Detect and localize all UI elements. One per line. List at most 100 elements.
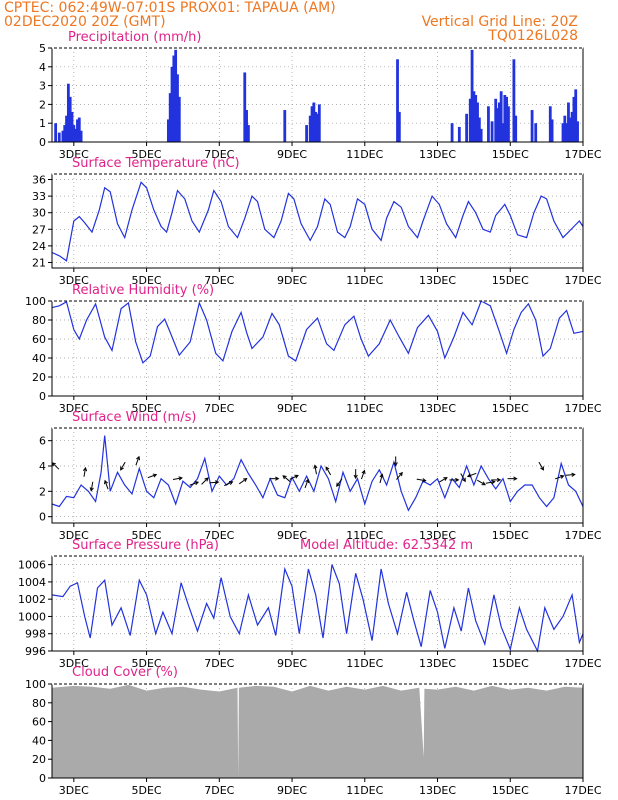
x-tick-label: 9DEC bbox=[277, 529, 307, 542]
wind-arrow-head bbox=[305, 478, 310, 484]
precip-bar bbox=[496, 108, 499, 142]
precip-bar bbox=[468, 98, 472, 142]
x-tick-label: 3DEC bbox=[59, 529, 89, 542]
wind-arrow-head bbox=[178, 476, 183, 481]
precip-bar bbox=[505, 96, 509, 142]
precip-bar bbox=[170, 66, 174, 142]
wind-arrow bbox=[313, 464, 318, 475]
precip-bar bbox=[568, 117, 572, 142]
wind-arrow bbox=[466, 472, 477, 478]
x-tick-label: 9DEC bbox=[277, 274, 307, 287]
y-tick-label: 24 bbox=[32, 240, 46, 253]
y-tick-label: 100 bbox=[25, 295, 46, 308]
precip-bar bbox=[487, 106, 490, 142]
wind-arrow-head bbox=[82, 466, 88, 472]
precip-bar bbox=[479, 128, 483, 142]
wind-arrow-head bbox=[361, 469, 366, 475]
wind-arrow bbox=[449, 477, 460, 483]
y-tick-label: 1004 bbox=[18, 576, 46, 589]
precip-bar bbox=[176, 74, 179, 142]
y-tick-label: 998 bbox=[25, 628, 46, 641]
y-tick-label: 27 bbox=[32, 223, 46, 236]
precip-bar bbox=[494, 98, 498, 142]
wind-arrow-head bbox=[282, 475, 287, 480]
precip-bar bbox=[243, 72, 247, 142]
precip-bar bbox=[174, 49, 178, 142]
precip-bar bbox=[497, 102, 501, 142]
y-tick-label: 21 bbox=[32, 256, 46, 269]
precip-bar bbox=[457, 126, 461, 142]
precip-bar bbox=[474, 95, 478, 142]
wind-arrow-shaft bbox=[147, 474, 157, 479]
wind-arrow-head bbox=[379, 473, 384, 478]
y-tick-label: 1 bbox=[39, 117, 46, 130]
panel-annotation: Model Altitude: 62.5342 m bbox=[300, 538, 473, 553]
wind-arrow-shaft bbox=[90, 481, 94, 491]
wind-arrow-shaft bbox=[201, 477, 209, 485]
precip-bar bbox=[61, 130, 65, 142]
precip-bar bbox=[65, 115, 68, 142]
precip-bar bbox=[470, 49, 474, 142]
precip-bar bbox=[572, 96, 576, 142]
wind-arrow-head bbox=[481, 481, 486, 486]
precip-bar bbox=[530, 110, 534, 142]
wind-arrow bbox=[396, 471, 403, 480]
x-tick-label: 15DEC bbox=[492, 529, 529, 542]
panel-title: Surface Temperature (nC) bbox=[72, 156, 240, 171]
x-tick-label: 13DEC bbox=[419, 529, 456, 542]
precip-bar bbox=[503, 95, 507, 142]
x-tick-label: 13DEC bbox=[419, 148, 456, 161]
precip-bar bbox=[534, 123, 538, 142]
precip-bar bbox=[79, 130, 83, 142]
wind-arrow-head bbox=[243, 478, 248, 482]
precip-bar bbox=[283, 110, 287, 142]
wind-arrow-head bbox=[214, 480, 220, 485]
wind-arrow bbox=[565, 472, 576, 477]
x-tick-label: 15DEC bbox=[492, 148, 529, 161]
wind-arrow-head bbox=[571, 472, 576, 477]
precip-bar bbox=[312, 102, 316, 142]
wind-arrow bbox=[304, 478, 310, 489]
wind-arrow-shaft bbox=[238, 478, 247, 485]
precip-bar bbox=[310, 106, 314, 142]
x-tick-label: 15DEC bbox=[492, 784, 529, 797]
y-tick-label: 4 bbox=[39, 460, 46, 473]
wind-arrow-head bbox=[275, 476, 280, 481]
y-tick-label: 40 bbox=[32, 734, 46, 747]
x-tick-label: 7DEC bbox=[204, 402, 234, 415]
y-tick-label: 4 bbox=[39, 61, 46, 74]
precip-bar bbox=[472, 91, 476, 142]
wind-arrow-shaft bbox=[360, 470, 365, 480]
wind-arrow-shaft bbox=[379, 474, 383, 484]
wind-arrow-head bbox=[204, 477, 209, 482]
y-tick-label: 5 bbox=[39, 42, 46, 55]
x-tick-label: 5DEC bbox=[132, 148, 162, 161]
wind-arrow bbox=[282, 475, 291, 482]
y-tick-label: 0 bbox=[39, 772, 46, 785]
wind-arrow-shaft bbox=[304, 479, 309, 489]
panel-title: Precipitation (mm/h) bbox=[68, 30, 201, 45]
panel-title: Relative Humidity (%) bbox=[72, 283, 214, 298]
wind-arrow-head bbox=[398, 471, 403, 477]
wind-arrow bbox=[353, 469, 358, 480]
wind-arrow-head bbox=[294, 474, 299, 479]
y-tick-label: 3 bbox=[39, 80, 46, 93]
precip-bar bbox=[246, 125, 250, 142]
precip-bar bbox=[501, 123, 505, 142]
precip-bar bbox=[305, 125, 308, 142]
precip-bar bbox=[550, 119, 554, 142]
y-tick-label: 30 bbox=[32, 207, 46, 220]
precip-bar bbox=[465, 113, 469, 142]
wind-arrow bbox=[147, 473, 158, 479]
x-tick-label: 5DEC bbox=[132, 274, 162, 287]
precip-bar bbox=[308, 115, 312, 142]
x-tick-label: 17DEC bbox=[564, 402, 601, 415]
precip-bar bbox=[68, 96, 72, 142]
wind-arrow-head bbox=[513, 476, 518, 481]
x-tick-label: 11DEC bbox=[346, 274, 383, 287]
x-tick-label: 15DEC bbox=[492, 657, 529, 670]
y-tick-label: 1000 bbox=[18, 610, 46, 623]
wind-arrow-head bbox=[496, 477, 502, 483]
precip-bar bbox=[499, 91, 503, 142]
x-tick-label: 3DEC bbox=[59, 784, 89, 797]
